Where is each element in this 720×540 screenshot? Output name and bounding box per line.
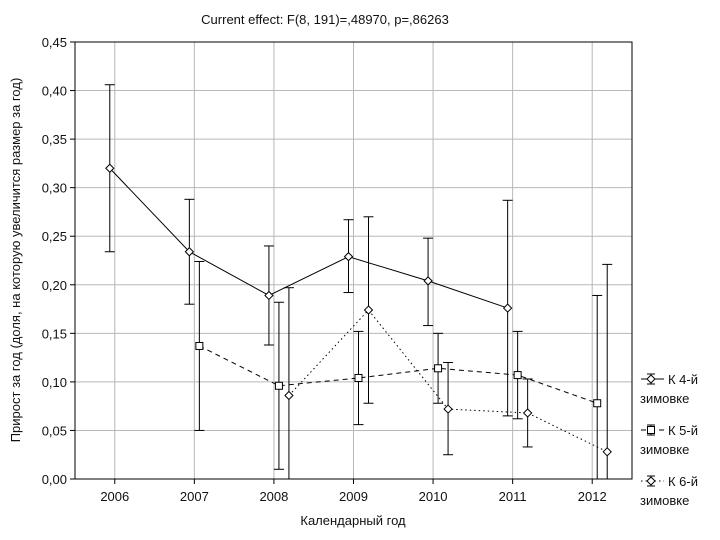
x-tick-label: 2009 (339, 489, 368, 504)
series-line (199, 345, 598, 404)
legend-marker (647, 426, 655, 434)
legend-label-line2: зимовке (640, 391, 689, 406)
data-point (363, 305, 374, 315)
x-tick-label: 2012 (578, 489, 607, 504)
series-group (104, 84, 613, 479)
x-axis-label: Календарный год (300, 513, 406, 528)
y-tick-label: 0,20 (42, 278, 67, 293)
data-point (443, 404, 453, 414)
y-axis: 0,00 0,05 0,10 0,15 0,20 0,25 0,30 0,35 0,40 0,45 (42, 35, 75, 487)
data-point (343, 251, 354, 262)
plot-frame (74, 41, 633, 480)
legend-entry-3: К 6-й зимовке (640, 474, 698, 508)
legend-marker (646, 374, 656, 384)
data-point (354, 374, 363, 383)
y-tick-label: 0,00 (42, 472, 67, 487)
series-line (109, 167, 508, 309)
data-point (284, 390, 294, 401)
legend-marker (646, 476, 656, 486)
legend-label-line2: зимовке (640, 442, 689, 457)
x-tick-label: 2010 (419, 489, 448, 504)
data-point (593, 399, 602, 408)
data-point (522, 408, 533, 418)
data-point (434, 364, 443, 373)
series-2 (194, 260, 603, 479)
y-tick-label: 0,35 (42, 132, 67, 147)
data-point (195, 341, 204, 350)
legend-label: К 4-й (668, 372, 698, 387)
legend-label: К 5-й (668, 423, 698, 438)
legend-label: К 6-й (668, 474, 698, 489)
y-tick-label: 0,05 (42, 423, 67, 438)
data-point (184, 247, 195, 257)
x-axis: 2006 2007 2008 2009 2010 2011 2012 (100, 479, 607, 504)
data-point (513, 371, 522, 380)
data-point (602, 447, 612, 457)
data-point (264, 290, 274, 301)
legend: К 4-й зимовке К 5-й зимовке К 6-й зимовке (640, 372, 698, 508)
y-tick-label: 0,15 (42, 326, 67, 341)
grid (75, 41, 632, 480)
y-tick-label: 0,45 (42, 35, 67, 50)
data-point (423, 276, 433, 286)
data-point (274, 381, 283, 390)
legend-label-line2: зимовке (640, 493, 689, 508)
series-1 (104, 84, 513, 417)
chart-title: Current effect: F(8, 191)=,48970, p=,862… (201, 12, 449, 27)
y-tick-label: 0,25 (42, 229, 67, 244)
legend-entry-1: К 4-й зимовке (640, 372, 698, 406)
legend-entry-2: К 5-й зимовке (640, 423, 698, 457)
series-3 (283, 216, 613, 479)
x-tick-label: 2006 (100, 489, 129, 504)
y-axis-label: Прирост за год (доля, на которую увеличи… (8, 78, 23, 443)
y-tick-label: 0,30 (42, 181, 67, 196)
y-tick-label: 0,40 (42, 84, 67, 99)
y-tick-label: 0,10 (42, 375, 67, 390)
data-point (105, 163, 115, 173)
data-point (502, 303, 513, 313)
x-tick-label: 2008 (259, 489, 288, 504)
x-tick-label: 2011 (499, 489, 527, 504)
x-tick-label: 2007 (180, 489, 209, 504)
